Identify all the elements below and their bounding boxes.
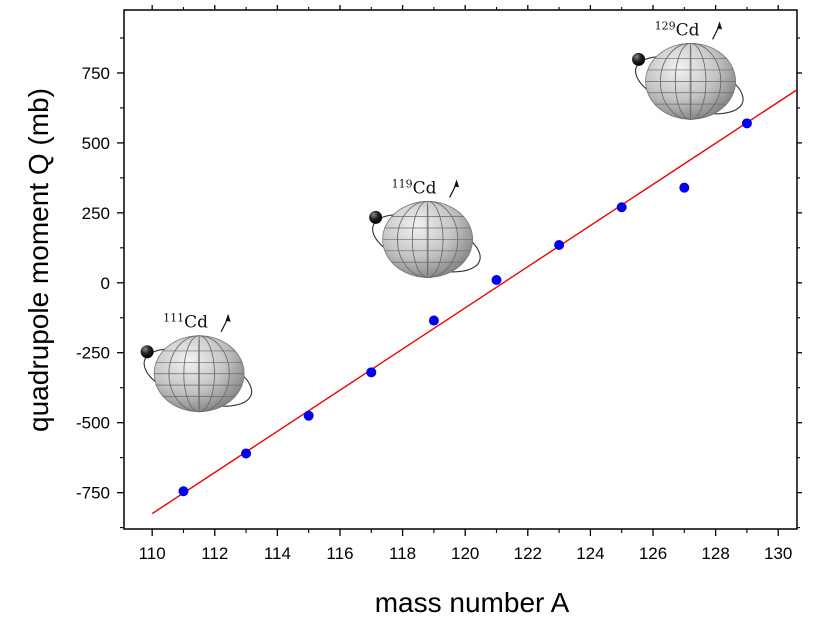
data-point (741, 118, 752, 129)
x-tick-label: 124 (576, 544, 604, 563)
particle-icon (369, 210, 383, 224)
nucleus-label: 129Cd (655, 19, 700, 40)
mass-number-superscript: 129 (655, 19, 676, 32)
mass-number-superscript: 111 (163, 312, 184, 325)
x-tick-label: 120 (451, 544, 479, 563)
x-tick-label: 110 (139, 544, 166, 563)
y-tick-label: -500 (76, 414, 110, 433)
nucleus-129-illustration: 129Cd (632, 19, 744, 120)
spin-arrowhead-icon (454, 179, 460, 188)
y-tick-label: 0 (101, 274, 110, 293)
x-tick-label: 112 (201, 544, 228, 563)
nucleus-119-illustration: 119Cd (369, 177, 481, 278)
data-point (679, 182, 690, 193)
element-symbol: Cd (413, 178, 437, 198)
x-axis-title: mass number A (375, 587, 570, 618)
x-tick-label: 116 (326, 544, 353, 563)
plot-frame (123, 9, 798, 530)
nucleus-111-illustration: 111Cd (140, 312, 253, 413)
y-tick-label: 750 (82, 64, 110, 83)
y-tick-label: 500 (82, 134, 110, 153)
data-point (366, 367, 377, 378)
y-tick-label: 250 (82, 204, 110, 223)
particle-icon (632, 52, 646, 66)
axis-ticks (117, 5, 802, 536)
fit-line-group (151, 89, 797, 515)
y-tick-labels: -750 -500 -250 0 250 500 750 (76, 64, 110, 503)
x-tick-label: 118 (389, 544, 416, 563)
x-tick-label: 122 (514, 544, 542, 563)
data-point (241, 448, 252, 459)
data-point (491, 274, 502, 285)
mass-number-superscript: 119 (392, 177, 413, 190)
data-point (616, 202, 627, 213)
particle-icon (140, 345, 154, 359)
spin-arrowhead-icon (717, 21, 723, 30)
x-tick-label: 114 (264, 544, 291, 563)
element-symbol: Cd (184, 313, 208, 333)
data-point (303, 410, 314, 421)
fit-line (151, 89, 797, 515)
y-tick-label: -750 (76, 484, 110, 503)
nucleus-label: 111Cd (163, 312, 208, 333)
element-symbol: Cd (676, 20, 700, 40)
x-tick-labels: 110 112 114 116 118 120 122 124 126 128 130 (139, 544, 793, 563)
data-point (554, 240, 565, 251)
nucleus-label: 119Cd (392, 177, 437, 198)
x-tick-label: 126 (639, 544, 667, 563)
x-tick-label: 128 (701, 544, 729, 563)
y-tick-label: -250 (76, 344, 110, 363)
y-axis-title: quadrupole moment Q (mb) (23, 88, 54, 432)
spin-arrowhead-icon (225, 313, 231, 322)
data-points (178, 118, 752, 497)
data-point (178, 486, 189, 497)
x-tick-label: 130 (764, 544, 792, 563)
data-point (428, 315, 439, 326)
